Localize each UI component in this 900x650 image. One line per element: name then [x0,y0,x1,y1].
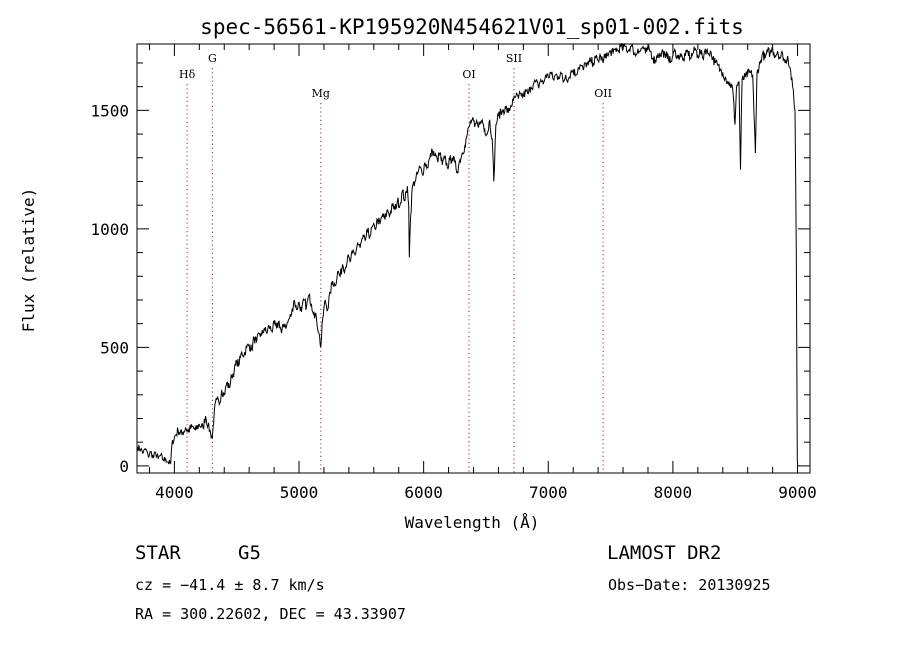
x-tick-label: 5000 [280,483,319,502]
coordinates-text: RA = 300.22602, DEC = 43.33907 [135,605,406,623]
spectral-line-label: Mg [312,87,330,100]
x-tick-label: 7000 [529,483,568,502]
spectral-line-label: G [208,52,217,65]
spectrum-series-line [137,42,798,465]
x-tick-label: 4000 [155,483,194,502]
y-tick-label: 500 [100,338,129,357]
survey-name: LAMOST DR2 [607,542,721,564]
obs-date-text: Obs−Date: 20130925 [608,576,771,594]
axis-ticks: 4000 5000 6000 7000 8000 9000 0 500 1000 1500 [90,44,817,502]
y-axis-label: Flux (relative) [19,188,38,333]
y-tick-label: 0 [119,457,129,476]
spectral-line-markers: Hδ G Mg OI SII OII [179,52,612,473]
x-tick-label: 6000 [404,483,443,502]
spectral-line-label: Hδ [179,68,196,81]
y-tick-label: 1500 [90,101,129,120]
redshift-text: cz = −41.4 ± 8.7 km/s [135,576,325,594]
object-class: STAR [135,542,181,564]
info-panel: STAR G5 LAMOST DR2 cz = −41.4 ± 8.7 km/s… [135,542,771,623]
x-tick-label: 8000 [654,483,693,502]
spectral-line-label: SII [506,52,522,65]
spectral-line-label: OII [594,87,612,100]
y-tick-label: 1000 [90,220,129,239]
plot-frame [136,43,811,474]
chart-title: spec-56561-KP195920N454621V01_sp01-002.f… [200,15,744,39]
x-tick-label: 9000 [778,483,817,502]
spectral-line-label: OI [462,68,475,81]
object-subclass: G5 [238,542,261,564]
x-axis-label: Wavelength (Å) [405,513,540,532]
